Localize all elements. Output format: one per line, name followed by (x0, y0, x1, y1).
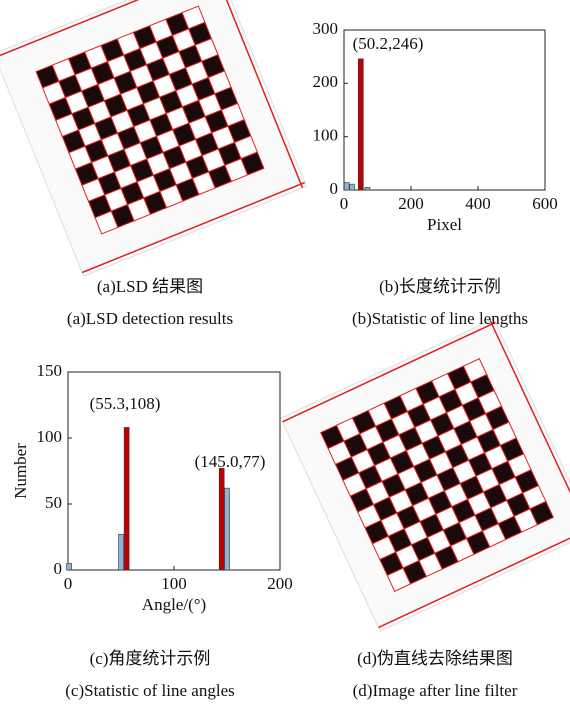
x-tick-label: 0 (64, 574, 73, 593)
caption-zh: (d)伪直线去除结果图 (357, 649, 513, 668)
y-tick-label: 50 (45, 493, 62, 512)
figure: (a)LSD 结果图 (a)LSD detection results (b)长… (0, 0, 570, 706)
bar (365, 187, 370, 190)
y-tick-label: 100 (37, 427, 63, 446)
bar (124, 427, 129, 570)
x-axis-label: Angle/(°) (142, 595, 206, 614)
y-axis-label: Number (11, 443, 30, 499)
y-tick-label: 150 (37, 361, 63, 380)
x-axis-label: Pixel (427, 215, 462, 234)
lsd-image (0, 0, 306, 276)
annotation: (55.3,108) (90, 394, 161, 413)
bar (67, 563, 72, 570)
plot-frame (344, 30, 545, 190)
annotation: (50.2,246) (353, 34, 424, 53)
bar (219, 468, 224, 570)
x-tick-label: 100 (161, 574, 187, 593)
caption-zh: (a)LSD 结果图 (97, 277, 203, 296)
filtered-image (281, 319, 570, 631)
x-tick-label: 400 (465, 194, 491, 213)
x-tick-label: 200 (398, 194, 424, 213)
x-tick-label: 600 (532, 194, 558, 213)
bar (358, 59, 363, 190)
y-tick-label: 100 (313, 126, 339, 145)
y-tick-label: 0 (54, 559, 63, 578)
bar (119, 534, 124, 570)
y-tick-label: 200 (313, 72, 339, 91)
caption-en: (a)LSD detection results (67, 309, 233, 328)
annotation: (145.0,77) (195, 452, 266, 471)
caption-en: (b)Statistic of line lengths (352, 309, 528, 328)
caption-en: (c)Statistic of line angles (65, 681, 234, 700)
y-tick-label: 300 (313, 19, 339, 38)
x-tick-label: 0 (340, 194, 349, 213)
bar (225, 488, 230, 570)
y-tick-label: 0 (330, 179, 339, 198)
bar (350, 184, 355, 190)
caption-zh: (b)长度统计示例 (379, 277, 501, 296)
bar (344, 183, 349, 190)
x-tick-label: 200 (267, 574, 293, 593)
caption-zh: (c)角度统计示例 (90, 649, 211, 668)
caption-en: (d)Image after line filter (353, 681, 518, 700)
